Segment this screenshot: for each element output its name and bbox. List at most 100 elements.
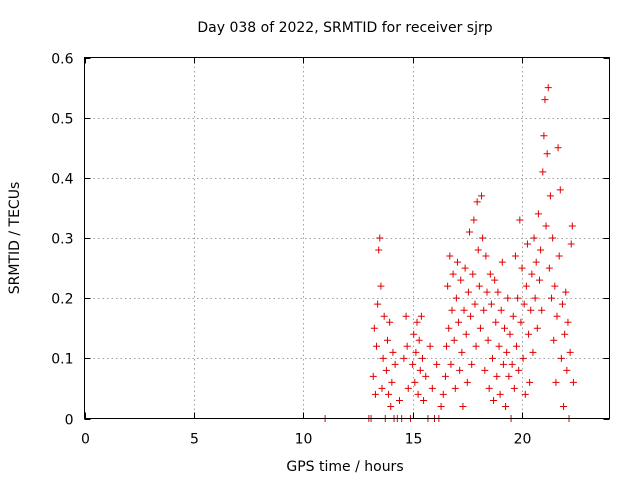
data-point bbox=[385, 390, 393, 398]
x-axis-label: GPS time / hours bbox=[286, 459, 403, 475]
data-point bbox=[544, 84, 552, 92]
data-point bbox=[545, 264, 553, 272]
data-point bbox=[542, 222, 550, 230]
data-point bbox=[502, 402, 510, 410]
data-point bbox=[484, 336, 492, 344]
y-tick-label: 0.3 bbox=[51, 232, 73, 248]
data-point bbox=[468, 360, 476, 368]
data-point bbox=[474, 246, 482, 254]
data-point bbox=[515, 366, 523, 374]
data-point bbox=[552, 378, 560, 386]
data-point bbox=[402, 312, 410, 320]
data-point bbox=[551, 282, 559, 290]
data-point bbox=[417, 312, 425, 320]
data-point bbox=[391, 360, 399, 368]
data-point bbox=[506, 330, 514, 338]
x-tick-label: 15 bbox=[405, 432, 423, 448]
y-axis-label: SRMTID / TECUs bbox=[7, 182, 23, 295]
data-point bbox=[498, 258, 506, 266]
data-point bbox=[444, 282, 452, 290]
data-point bbox=[548, 294, 556, 302]
data-point bbox=[518, 264, 526, 272]
data-point bbox=[415, 336, 423, 344]
data-point bbox=[553, 312, 561, 320]
x-tick-label: 20 bbox=[514, 432, 532, 448]
data-point bbox=[441, 372, 449, 380]
data-point bbox=[473, 198, 481, 206]
data-point bbox=[549, 234, 557, 242]
data-point bbox=[540, 132, 548, 140]
data-point bbox=[522, 282, 530, 290]
data-point bbox=[388, 378, 396, 386]
data-point bbox=[433, 360, 441, 368]
data-point bbox=[531, 294, 539, 302]
data-point bbox=[496, 390, 504, 398]
data-point bbox=[527, 306, 535, 314]
data-point bbox=[446, 252, 454, 260]
data-point bbox=[487, 300, 495, 308]
data-point bbox=[510, 384, 518, 392]
data-point bbox=[378, 384, 386, 392]
grid-lines bbox=[84, 57, 610, 419]
data-point bbox=[469, 270, 477, 278]
plot-frame bbox=[84, 57, 610, 419]
data-point bbox=[413, 318, 421, 326]
data-point bbox=[396, 396, 403, 404]
y-tick-label: 0.5 bbox=[51, 112, 73, 128]
data-point bbox=[501, 324, 508, 332]
data-point bbox=[439, 390, 447, 398]
data-point bbox=[526, 378, 534, 386]
data-point bbox=[386, 318, 394, 326]
data-point bbox=[568, 222, 576, 230]
data-point bbox=[464, 288, 472, 296]
data-point bbox=[504, 294, 512, 302]
data-point bbox=[497, 306, 505, 314]
data-point bbox=[387, 402, 395, 410]
data-point bbox=[437, 402, 445, 410]
data-point bbox=[445, 324, 453, 332]
data-point bbox=[412, 348, 420, 356]
data-points bbox=[321, 84, 577, 422]
data-point bbox=[519, 354, 527, 362]
data-point bbox=[462, 330, 470, 338]
data-point bbox=[530, 234, 538, 242]
data-point bbox=[517, 318, 525, 326]
data-point bbox=[470, 216, 478, 224]
data-point bbox=[467, 312, 475, 320]
data-point bbox=[499, 360, 507, 368]
data-point bbox=[447, 360, 455, 368]
data-point bbox=[564, 318, 572, 326]
data-point bbox=[560, 402, 568, 410]
data-point bbox=[463, 378, 471, 386]
data-point bbox=[485, 384, 493, 392]
data-point bbox=[566, 348, 574, 356]
data-point bbox=[455, 318, 463, 326]
y-tick-label: 0.6 bbox=[51, 52, 73, 68]
data-point bbox=[371, 390, 379, 398]
data-point bbox=[471, 300, 479, 308]
data-point bbox=[457, 276, 465, 284]
data-point bbox=[448, 306, 456, 314]
data-point bbox=[488, 354, 496, 362]
data-point bbox=[495, 342, 503, 350]
data-point bbox=[505, 372, 513, 380]
data-point bbox=[377, 282, 385, 290]
y-tick-label: 0 bbox=[65, 413, 74, 429]
data-point bbox=[546, 192, 554, 200]
data-point bbox=[555, 252, 563, 260]
data-point bbox=[494, 288, 502, 296]
data-point bbox=[563, 366, 571, 374]
data-point bbox=[369, 372, 377, 380]
data-point bbox=[383, 336, 391, 344]
data-point bbox=[556, 186, 564, 194]
data-point bbox=[529, 348, 537, 356]
data-point bbox=[538, 306, 546, 314]
data-point bbox=[509, 312, 517, 320]
data-point bbox=[422, 372, 430, 380]
x-tick-label: 10 bbox=[295, 432, 313, 448]
data-point bbox=[420, 396, 428, 404]
data-point bbox=[561, 330, 569, 338]
data-point bbox=[503, 348, 511, 356]
data-point bbox=[520, 300, 528, 308]
